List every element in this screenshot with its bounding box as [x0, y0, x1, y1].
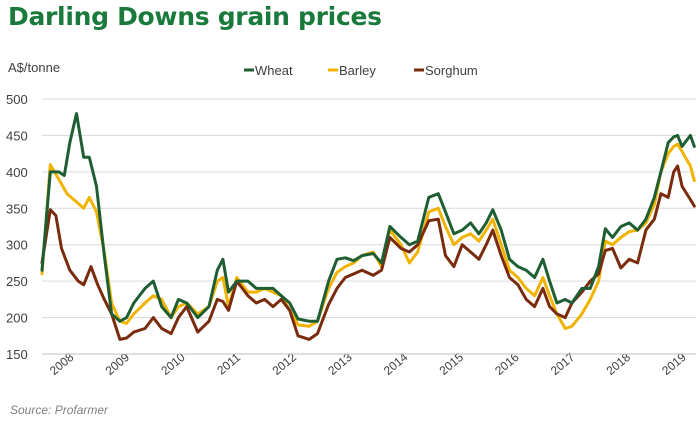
y-tick-label: 300: [6, 238, 28, 253]
legend-label-wheat: Wheat: [255, 63, 293, 78]
y-tick-label: 500: [6, 92, 28, 107]
gridlines: [42, 98, 696, 319]
legend-label-sorghum: Sorghum: [425, 63, 478, 78]
legend: Wheat Barley Sorghum: [244, 63, 478, 78]
series-lines: [40, 112, 696, 341]
y-axis-label: A$/tonne: [8, 60, 61, 75]
chart-title: Darling Downs grain prices: [8, 2, 382, 31]
y-tick-label: 400: [6, 165, 28, 180]
y-tick-label: 150: [6, 347, 28, 362]
y-tick-label: 200: [6, 311, 28, 326]
y-tick-label: 250: [6, 274, 28, 289]
series-line-wheat: [40, 112, 696, 323]
y-tick-label: 350: [6, 201, 28, 216]
y-axis-ticks: 150 200 250 300 350 400 450 500: [6, 92, 28, 362]
source-note: Source: Profarmer: [10, 403, 109, 417]
y-tick-label: 450: [6, 128, 28, 143]
legend-label-barley: Barley: [339, 63, 376, 78]
series-line-sorghum: [40, 164, 696, 341]
